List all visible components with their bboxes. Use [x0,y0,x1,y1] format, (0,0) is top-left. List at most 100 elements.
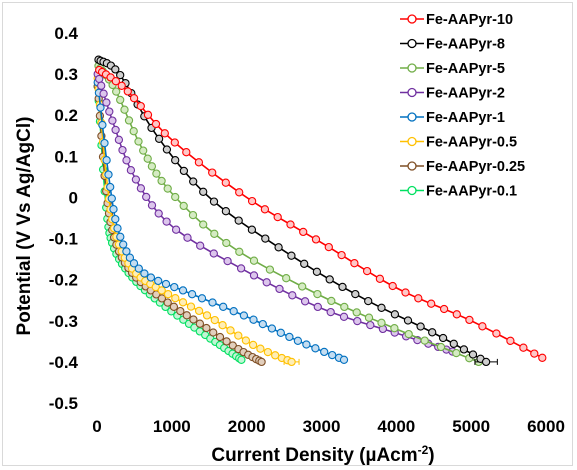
data-point [140,269,149,278]
legend-label: Fe-AAPyr-5 [426,61,505,77]
data-point [364,313,374,322]
data-point [194,306,204,316]
legend-marker [407,14,417,24]
data-point [208,298,217,307]
x-axis-title: Current Density (µAcm-2) [211,443,434,466]
data-point [261,234,270,243]
data-point [111,77,121,86]
data-point [313,289,322,299]
data-point [97,81,106,90]
data-point [276,328,285,337]
data-point [293,336,303,345]
data-point [339,355,349,364]
axes: 0.4 0.3 0.2 0.1 0 -0.1 -0.2 -0.3 -0.4 -0.5 0 1000 20… [49,24,565,436]
legend-marker [407,136,417,147]
data-point [119,240,128,249]
data-point [202,311,212,320]
data-point [109,205,118,214]
data-point [154,209,163,218]
legend-label: Fe-AAPyr-10 [426,12,513,28]
data-point [328,350,337,360]
data-point [519,343,528,352]
data-point [436,342,446,352]
data-point [311,344,320,353]
data-point [188,210,198,220]
legend-marker [407,185,417,196]
data-point [99,89,108,98]
data-point [241,336,251,345]
data-point [129,259,139,268]
x-axis-title-end: ) [428,445,434,466]
data-point [401,288,410,297]
data-point [95,74,104,84]
data-point [459,345,469,354]
data-point [226,326,235,335]
data-point [326,307,335,317]
data-point [257,357,266,367]
data-point [256,344,265,353]
data-point [116,70,125,80]
data-point [179,201,188,211]
y-axis-title: Potential (V Vs Ag/AgCl) [14,117,35,336]
data-point [235,188,244,197]
legend-item: Fe-AAPyr-0.1 [400,184,517,200]
data-point [136,184,146,193]
data-point [102,98,111,107]
data-point [208,168,217,177]
y-tick-label: -0.5 [49,394,78,413]
data-point [312,267,322,276]
data-point [210,229,219,238]
data-point [235,247,244,256]
data-point [403,316,413,325]
data-point [171,225,181,234]
data-point [237,355,246,364]
data-point [169,302,179,311]
data-point [302,340,311,349]
data-point [122,247,131,256]
data-point [313,302,322,312]
data-point [161,279,171,289]
data-point [104,170,113,179]
y-tick-label: -0.1 [49,230,78,249]
data-point [195,319,205,328]
legend-item: Fe-AAPyr-1 [400,110,505,126]
data-point [420,336,429,345]
legend: Fe-AAPyr-10 Fe-AAPyr-8 Fe-AAPyr-5 Fe-AAPyr-… [400,12,525,200]
data-point [96,103,105,112]
legend-label: Fe-AAPyr-2 [426,86,505,102]
legend-label: Fe-AAPyr-8 [426,37,505,53]
data-point [108,116,117,125]
data-point [438,333,448,343]
data-point [122,156,131,165]
data-point [147,201,157,210]
data-point [388,281,397,291]
data-point [179,166,189,176]
data-point [353,316,362,326]
data-point [116,95,125,105]
series-Fe-AAPyr-5 [94,61,483,367]
data-point [273,212,282,222]
x-tick-label: 6000 [527,417,565,436]
data-point [152,169,161,178]
data-point [113,224,122,233]
y-tick-label: 0 [69,188,78,207]
legend-label: Fe-AAPyr-0.5 [426,135,517,151]
data-point [390,324,399,333]
data-point [163,290,173,299]
data-point [324,242,333,252]
data-point [267,324,277,333]
data-point [327,296,336,306]
data-point [263,347,273,357]
data-point [171,192,180,202]
data-point [427,299,436,308]
data-point [142,192,151,202]
data-point [134,264,143,273]
data-point [229,307,238,316]
data-point [439,304,449,314]
data-point [143,154,152,163]
data-point [102,156,111,165]
data-point [287,251,296,260]
data-point [199,187,208,196]
data-point [449,339,458,348]
data-point [199,220,208,229]
